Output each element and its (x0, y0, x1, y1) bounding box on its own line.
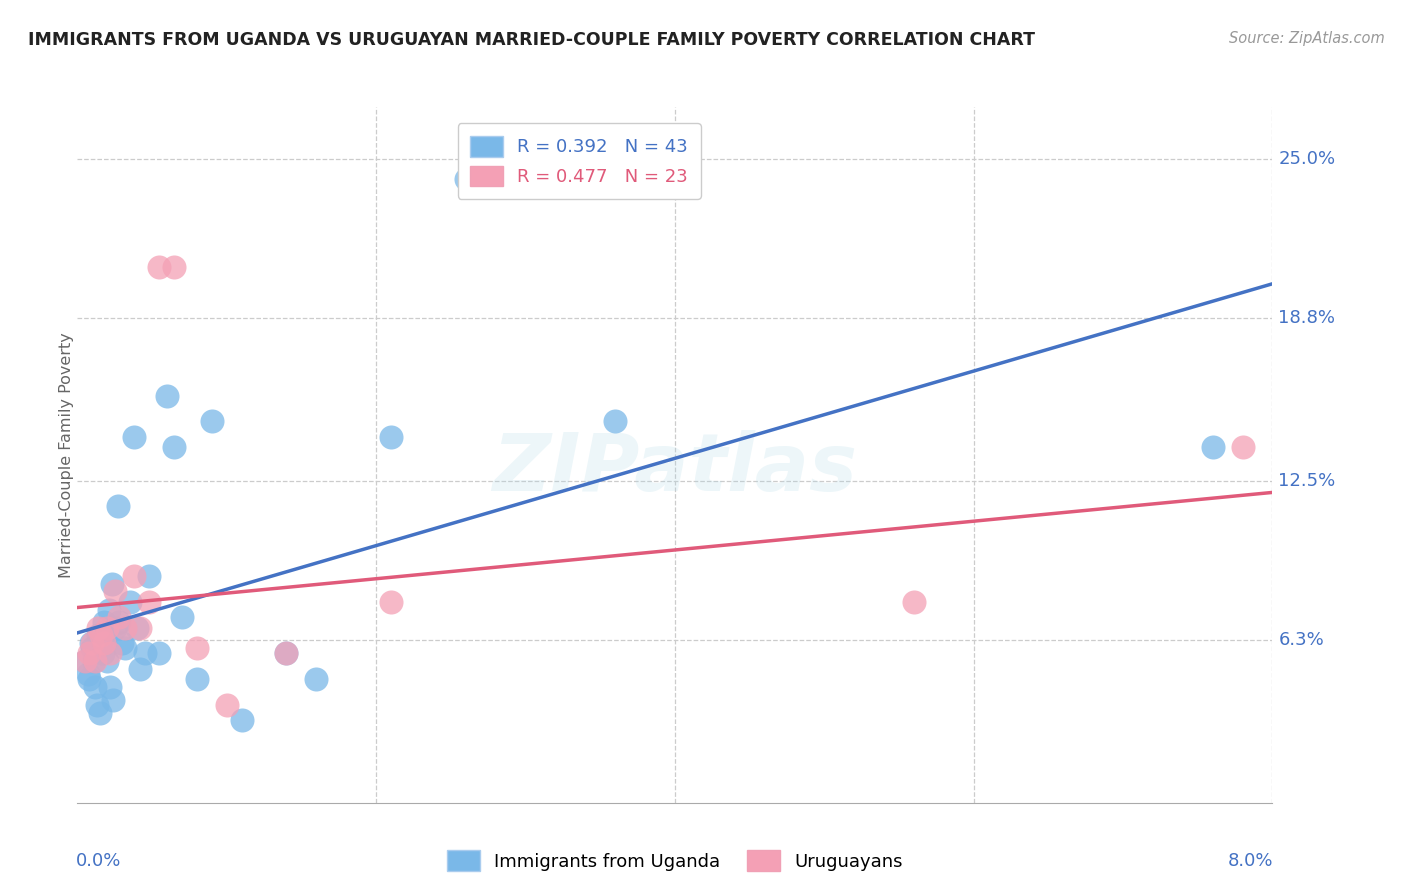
Point (111, 636, 134, 650)
Point (97, 602, 120, 616)
Point (148, 260, 170, 274)
Legend: R = 0.392   N = 43, R = 0.477   N = 23: R = 0.392 N = 43, R = 0.477 N = 23 (458, 123, 700, 199)
Point (90, 636, 112, 650)
Point (454, 172, 477, 186)
Point (138, 569, 160, 583)
Point (186, 672, 208, 686)
Point (163, 440, 186, 454)
Point (605, 414, 627, 428)
Point (87, 621, 110, 635)
Point (108, 610, 131, 624)
Text: 18.8%: 18.8% (1278, 310, 1336, 327)
Point (1232, 440, 1254, 454)
Point (93, 615, 115, 630)
Point (80, 636, 103, 650)
Point (129, 662, 152, 676)
Point (170, 610, 193, 624)
Point (129, 621, 152, 635)
Y-axis label: Married-Couple Family Poverty: Married-Couple Family Poverty (59, 332, 73, 578)
Point (73, 654, 96, 668)
Point (148, 646, 170, 660)
Point (107, 500, 129, 514)
Point (104, 584, 127, 599)
Text: 25.0%: 25.0% (1278, 150, 1336, 168)
Point (82, 636, 104, 650)
Point (84, 654, 107, 668)
Point (276, 646, 298, 660)
Point (305, 672, 328, 686)
Point (215, 698, 238, 712)
Text: 0.0%: 0.0% (76, 852, 121, 870)
Point (87, 628, 110, 642)
Point (380, 595, 402, 609)
Point (231, 714, 253, 728)
Point (79, 672, 101, 686)
Point (1201, 440, 1223, 454)
Point (276, 646, 298, 660)
Point (127, 621, 149, 635)
Point (96, 654, 118, 668)
Text: 12.5%: 12.5% (1278, 472, 1336, 490)
Point (380, 430, 402, 444)
Point (91, 646, 114, 660)
Point (114, 641, 136, 656)
Point (94, 628, 117, 642)
Point (73, 654, 96, 668)
Text: ZIPatlas: ZIPatlas (492, 430, 858, 508)
Point (163, 260, 186, 274)
Point (118, 595, 141, 609)
Point (90, 628, 112, 642)
Point (122, 569, 145, 583)
Point (156, 389, 179, 403)
Text: 8.0%: 8.0% (1227, 852, 1274, 870)
Point (83, 654, 105, 668)
Text: Source: ZipAtlas.com: Source: ZipAtlas.com (1229, 31, 1385, 46)
Text: IMMIGRANTS FROM UGANDA VS URUGUAYAN MARRIED-COUPLE FAMILY POVERTY CORRELATION CH: IMMIGRANTS FROM UGANDA VS URUGUAYAN MARR… (28, 31, 1035, 49)
Point (103, 692, 124, 706)
Point (98, 646, 121, 660)
Point (96, 621, 118, 635)
Point (82, 641, 104, 656)
Point (186, 641, 208, 656)
Point (122, 430, 145, 444)
Point (98, 680, 121, 694)
Point (86, 698, 108, 712)
Point (84, 680, 107, 694)
Text: 6.3%: 6.3% (1278, 632, 1324, 649)
Point (114, 621, 136, 635)
Point (903, 595, 925, 609)
Point (138, 595, 160, 609)
Point (93, 636, 115, 650)
Point (201, 414, 224, 428)
Point (100, 576, 122, 591)
Legend: Immigrants from Uganda, Uruguayans: Immigrants from Uganda, Uruguayans (440, 843, 910, 879)
Point (89, 706, 111, 720)
Point (104, 621, 127, 635)
Point (134, 646, 156, 660)
Point (79, 646, 101, 660)
Point (108, 615, 131, 630)
Point (76, 667, 98, 681)
